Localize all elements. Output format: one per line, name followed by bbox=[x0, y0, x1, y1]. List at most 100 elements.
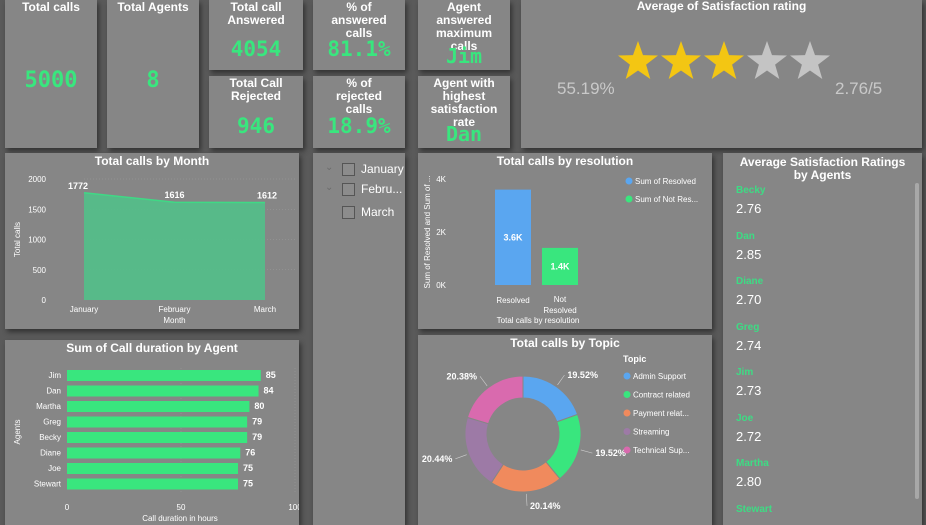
chart-title: Total calls by Month bbox=[94, 154, 210, 168]
slicer-item-label: March bbox=[361, 205, 395, 219]
chart-title: Sum of Call duration by Agent bbox=[66, 341, 238, 355]
calls-by-topic-card: Total calls by Topic 19.52% 19.52% 20.14% 2… bbox=[418, 335, 712, 525]
y-tick-label: 1500 bbox=[28, 205, 46, 214]
kpi-total-answered: Total call Answered 4054 bbox=[209, 0, 303, 70]
bar bbox=[495, 189, 531, 285]
y-tick-label: Diane bbox=[40, 449, 61, 458]
kpi-value: 4054 bbox=[230, 37, 282, 61]
data-label: 20.38% bbox=[446, 371, 477, 381]
slicer-item-label: Febru... bbox=[361, 182, 403, 196]
legend-dot bbox=[623, 428, 631, 435]
x-tick-label: Resolved bbox=[496, 296, 529, 305]
agent-name: Greg bbox=[736, 321, 760, 333]
kpi-value: 81.1% bbox=[327, 37, 391, 61]
data-label: 79 bbox=[252, 417, 262, 427]
bar bbox=[67, 432, 248, 443]
legend-dot bbox=[623, 409, 631, 417]
x-tick-label: March bbox=[254, 305, 276, 314]
duration-by-agent-card: Sum of Call duration by Agent 0 50 100 Jim 8… bbox=[5, 340, 299, 525]
slicer-item-label: January bbox=[361, 162, 404, 176]
checkbox[interactable] bbox=[342, 206, 355, 220]
area-line bbox=[83, 192, 266, 204]
stars-svg bbox=[618, 41, 830, 79]
kpi-total-agents: Total Agents 8 bbox=[107, 0, 199, 148]
kpi-pct-answered: % of answered calls 81.1% bbox=[313, 0, 405, 70]
y-axis-title: Sum of Resolved and Sum of ... bbox=[423, 176, 432, 289]
leader-line bbox=[557, 374, 565, 386]
data-label: 85 bbox=[266, 370, 276, 380]
x-tick-label: 100 bbox=[288, 503, 299, 512]
agent-name: Jim bbox=[736, 367, 754, 378]
slicer-item-january[interactable]: ⌄ January bbox=[325, 162, 404, 177]
chevron-down-icon: ⌄ bbox=[325, 162, 334, 173]
duration-by-agent-chart: 0 50 100 Jim 85 Dan 84 Martha 80 Greg 79 Becky 79 Dia… bbox=[13, 368, 299, 523]
legend-dot bbox=[623, 372, 631, 380]
kpi-total-calls: Total calls 5000 bbox=[5, 0, 97, 148]
checkbox[interactable] bbox=[342, 183, 355, 197]
y-tick-label: Stewart bbox=[34, 480, 62, 489]
data-label: 75 bbox=[243, 463, 253, 473]
slicer-item-march[interactable]: March bbox=[342, 205, 395, 220]
data-label: 75 bbox=[243, 479, 253, 489]
data-label: 1772 bbox=[68, 181, 88, 191]
kpi-pct-rejected: % of rejected calls 18.9% bbox=[313, 76, 405, 148]
y-tick-label: 2K bbox=[436, 228, 446, 237]
kpi-title: Total call Answered bbox=[227, 0, 285, 27]
kpi-title: % of answered calls bbox=[331, 0, 387, 40]
y-tick-label: 1000 bbox=[28, 236, 46, 245]
y-tick-label: 500 bbox=[33, 266, 47, 275]
data-label: 1612 bbox=[257, 190, 277, 200]
agent-name: Becky bbox=[736, 185, 766, 196]
leader-line bbox=[479, 376, 488, 387]
checkbox[interactable] bbox=[342, 163, 355, 177]
bar bbox=[542, 247, 578, 285]
legend-dot bbox=[625, 195, 633, 203]
data-label: 20.44% bbox=[422, 454, 453, 464]
kpi-title: Total Agents bbox=[117, 0, 189, 14]
agent-name: Diane bbox=[736, 276, 764, 287]
bar bbox=[67, 401, 250, 412]
y-axis-title: Total calls bbox=[13, 222, 22, 257]
kpi-agent-max-calls: Agent answered maximum calls Jim bbox=[418, 0, 510, 70]
kpi-value: 8 bbox=[146, 68, 160, 93]
data-label: 1616 bbox=[164, 190, 184, 200]
month-slicer bbox=[313, 153, 405, 525]
agent-name: Martha bbox=[736, 458, 769, 469]
bar bbox=[67, 416, 248, 428]
kpi-title: Total calls bbox=[22, 0, 80, 14]
x-tick-label: Not bbox=[554, 295, 567, 304]
legend-title: Topic bbox=[623, 354, 646, 364]
legend-label: Contract related bbox=[633, 391, 690, 400]
star-filled-icon bbox=[661, 41, 701, 79]
agent-name: Stewart bbox=[736, 503, 773, 515]
data-label: 3.6K bbox=[503, 232, 523, 242]
x-tick-label: February bbox=[158, 305, 190, 314]
slicer-item-february[interactable]: ⌄ Febru... bbox=[325, 182, 403, 197]
satisfaction-title: Average of Satisfaction rating bbox=[636, 0, 807, 13]
y-tick-label: Becky bbox=[39, 433, 61, 442]
legend-label: Admin Support bbox=[633, 372, 687, 381]
area-fill bbox=[84, 192, 265, 300]
data-label: 20.14% bbox=[530, 501, 561, 511]
scrollbar[interactable] bbox=[915, 183, 919, 499]
y-tick-label: 2000 bbox=[28, 175, 46, 184]
x-axis-title: Month bbox=[163, 316, 185, 325]
kpi-agent-top-satisfaction: Agent with highest satisfaction rate Dan bbox=[418, 76, 510, 148]
y-tick-label: 0K bbox=[436, 281, 446, 290]
legend-label: Technical Sup... bbox=[633, 446, 689, 455]
y-tick-label: Dan bbox=[46, 387, 61, 396]
star-empty-icon bbox=[790, 41, 830, 79]
agents-panel-title: Average Satisfaction Ratings by Agents bbox=[739, 155, 906, 182]
kpi-value: 18.9% bbox=[327, 114, 391, 138]
agent-rating: 2.80 bbox=[736, 474, 762, 489]
bar bbox=[67, 447, 241, 459]
y-tick-label: 4K bbox=[436, 175, 446, 184]
x-tick-label: January bbox=[70, 305, 98, 314]
legend-dot bbox=[625, 177, 633, 185]
star-rating bbox=[616, 38, 836, 84]
star-filled-icon bbox=[704, 41, 744, 79]
y-tick-label: Joe bbox=[48, 464, 61, 473]
x-tick-label: Resolved bbox=[543, 306, 576, 315]
legend-label: Streaming bbox=[633, 428, 669, 437]
